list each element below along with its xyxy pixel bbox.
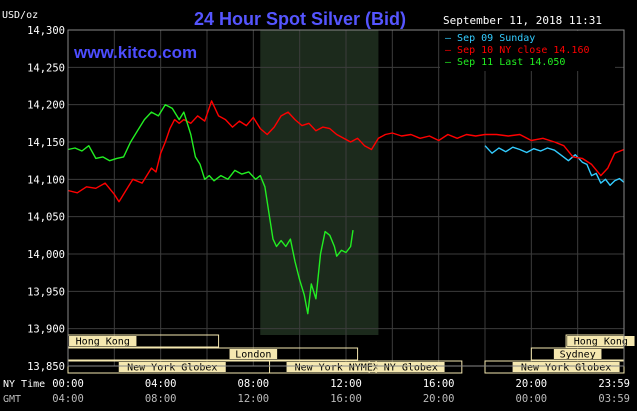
series-line-sep10 — [67, 100, 625, 203]
market-session-label-bg — [286, 362, 387, 372]
y-axis: 14,300 14,250 14,200 14,150 14,100 14,050 14,0… — [27, 25, 65, 373]
x-tick-label: 04:00 — [52, 393, 84, 405]
night-band — [260, 30, 379, 335]
market-session-label-bg — [377, 362, 445, 372]
legend-item-sep09: – Sep 09 Sunday — [445, 33, 535, 44]
series-line-sep11 — [67, 103, 354, 315]
x-row-label: NY Time — [3, 379, 45, 390]
x-tick-label: 04:00 — [145, 378, 177, 390]
legend-item-sep10: – Sep 10 NY close 14.160 — [445, 45, 590, 56]
market-session-label-bg — [553, 349, 602, 359]
x-tick-label: 08:00 — [145, 393, 177, 405]
y-tick-label: 14,200 — [27, 100, 65, 112]
market-session-label: New York Globex — [127, 363, 217, 374]
market-session-label: Hong Kong — [76, 337, 130, 348]
x-tick-label: 12:00 — [238, 393, 270, 405]
market-session-label-bg — [69, 336, 137, 346]
y-tick-label: 14,150 — [27, 137, 65, 149]
legend-item-sep11: – Sep 11 Last 14.050 — [445, 57, 565, 68]
legend: – Sep 09 Sunday – Sep 10 NY close 14.160… — [440, 31, 615, 71]
x-tick-label: 08:00 — [238, 378, 270, 390]
x-axis: NY Time 00:00 04:00 08:00 12:00 16:00 20:00 23:… — [3, 378, 630, 405]
market-session-label: Hong Kong — [574, 337, 628, 348]
y-tick-label: 14,100 — [27, 174, 65, 186]
night-band-rect — [260, 30, 379, 335]
y-tick-label: 14,050 — [27, 212, 65, 224]
x-tick-label: 00:00 — [52, 378, 84, 390]
chart-title: 24 Hour Spot Silver (Bid) — [194, 9, 406, 29]
series-lines — [67, 100, 625, 315]
y-tick-label: 13,900 — [27, 324, 65, 336]
y-tick-label: 14,300 — [27, 25, 65, 37]
plot-frame — [67, 29, 625, 367]
watermark: www.kitco.com — [73, 43, 197, 62]
market-sessions: Hong Kong London New York Globex New York N… — [67, 334, 635, 374]
x-tick-label: 12:00 — [330, 378, 362, 390]
market-session-label-bg — [512, 362, 620, 372]
market-session-label-bg — [567, 336, 635, 346]
market-session-label: New York Globex — [521, 363, 611, 374]
market-session-box — [375, 360, 463, 374]
x-tick-label: 16:00 — [330, 393, 362, 405]
market-session-box — [484, 360, 625, 374]
y-tick-label: 14,250 — [27, 62, 65, 74]
market-session-label-bg — [229, 349, 278, 359]
market-session-label-bg — [118, 362, 226, 372]
x-tick-label: 00:00 — [516, 393, 548, 405]
series-line-sep09 — [484, 145, 625, 187]
timestamp: September 11, 2018 11:31 — [443, 14, 602, 27]
x-tick-label: 03:59 — [598, 393, 630, 405]
x-tick-label: 16:00 — [423, 378, 455, 390]
x-tick-label: 20:00 — [423, 393, 455, 405]
y-tick-label: 13,850 — [27, 361, 65, 373]
market-session-label: Sydney — [560, 350, 596, 361]
x-tick-label: 20:00 — [516, 378, 548, 390]
y-axis-label: USD/oz — [2, 10, 38, 21]
x-row-label: GMT — [3, 394, 21, 405]
market-session-label: New York NYMEX — [295, 363, 379, 374]
market-session-label: London — [235, 350, 271, 361]
market-session-label: NY Globex — [384, 363, 438, 374]
x-tick-label: 23:59 — [598, 378, 630, 390]
legend-background — [440, 31, 615, 71]
y-tick-label: 14,000 — [27, 249, 65, 261]
y-tick-label: 13,950 — [27, 286, 65, 298]
